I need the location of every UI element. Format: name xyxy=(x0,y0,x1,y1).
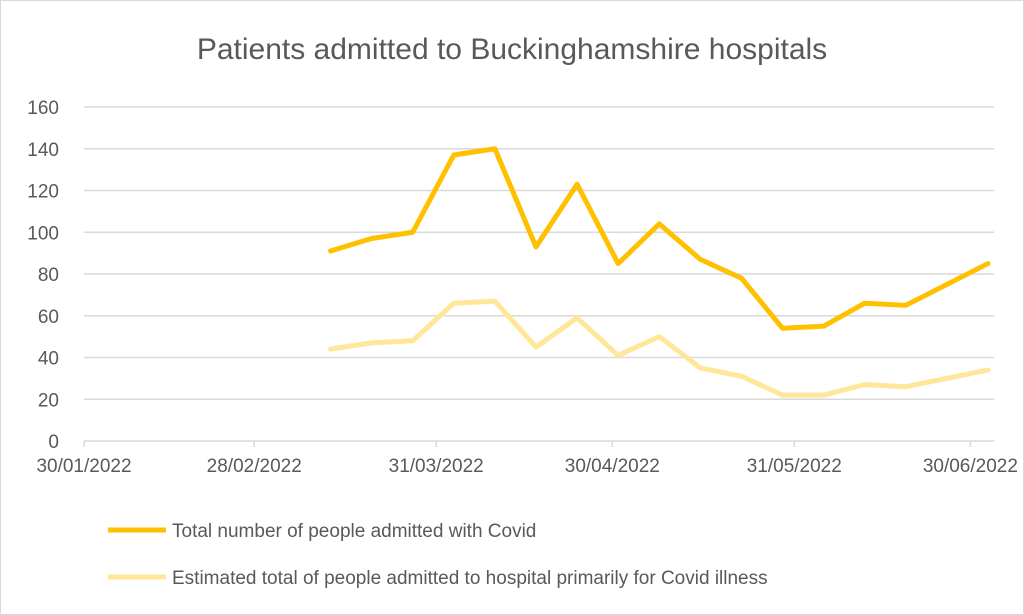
y-tick-label: 20 xyxy=(38,390,59,411)
x-tick-label: 31/03/2022 xyxy=(389,456,484,477)
y-tick-label: 160 xyxy=(27,98,59,119)
y-tick-label: 0 xyxy=(48,432,59,453)
y-tick-label: 80 xyxy=(38,265,59,286)
x-tick-label: 31/05/2022 xyxy=(747,456,842,477)
chart-title: Patients admitted to Buckinghamshire hos… xyxy=(197,33,827,66)
x-tick-label: 30/04/2022 xyxy=(565,456,660,477)
legend-label-2: Estimated total of people admitted to ho… xyxy=(172,568,768,589)
y-tick-label: 120 xyxy=(27,182,59,203)
series-line-1 xyxy=(328,146,991,331)
x-tick-label: 30/01/2022 xyxy=(36,456,131,477)
legend-label-1: Total number of people admitted with Cov… xyxy=(172,521,536,542)
y-tick-label: 100 xyxy=(27,223,59,244)
x-tick-label: 30/06/2022 xyxy=(923,456,1018,477)
x-tick-label: 28/02/2022 xyxy=(207,456,302,477)
y-tick-label: 40 xyxy=(38,349,59,370)
y-tick-label: 140 xyxy=(27,140,59,161)
y-tick-label: 60 xyxy=(38,307,59,328)
